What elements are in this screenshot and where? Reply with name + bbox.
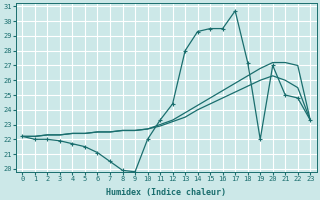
X-axis label: Humidex (Indice chaleur): Humidex (Indice chaleur) xyxy=(106,188,226,197)
